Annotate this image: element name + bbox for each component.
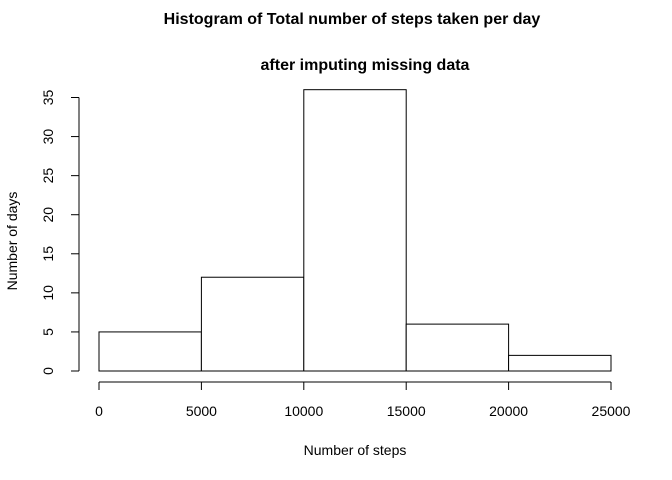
x-tick-label-0: 0 [95, 403, 103, 419]
y-tick-label-5: 25 [40, 168, 56, 184]
x-tick-label-3: 15000 [387, 403, 426, 419]
y-tick-label-2: 10 [40, 285, 56, 301]
histogram-bar-4 [508, 354, 612, 372]
chart-title-line1: Histogram of Total number of steps taken… [164, 11, 541, 28]
y-axis-label: Number of days [4, 192, 20, 291]
x-tick-label-4: 20000 [489, 403, 528, 419]
chart-title-line2: after imputing missing data [261, 57, 470, 74]
y-tick-label-1: 5 [40, 328, 56, 336]
histogram-bar-3 [405, 323, 510, 372]
x-axis: 0 5000 10000 15000 20000 25000 [95, 381, 631, 419]
histogram-bar-1 [200, 276, 305, 372]
x-tick-label-2: 10000 [284, 403, 323, 419]
y-tick-label-0: 0 [40, 367, 56, 375]
y-tick-label-3: 15 [40, 246, 56, 262]
x-tick-label-1: 5000 [186, 403, 217, 419]
bars-group [98, 89, 612, 372]
y-tick-label-6: 30 [40, 129, 56, 145]
histogram-bar-2 [303, 89, 407, 372]
y-axis: 0 5 10 15 20 25 30 35 [40, 90, 80, 375]
x-tick-label-5: 25000 [592, 403, 631, 419]
histogram-bar-0 [98, 331, 202, 372]
y-tick-label-7: 35 [40, 90, 56, 106]
x-axis-label: Number of steps [304, 442, 407, 458]
y-tick-label-4: 20 [40, 207, 56, 223]
